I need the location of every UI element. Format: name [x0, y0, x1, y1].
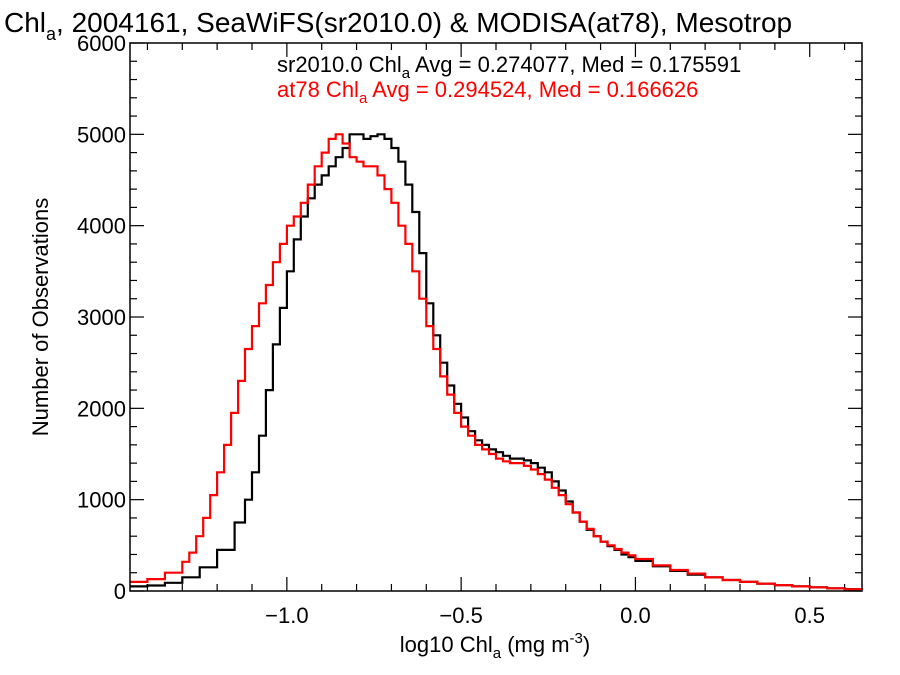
y-tick-label: 2000: [77, 396, 126, 421]
x-tick-label: 0.5: [794, 603, 825, 628]
legend-entry-sr2010: sr2010.0 Chla Avg = 0.274077, Med = 0.17…: [277, 52, 741, 82]
chart-title: Chla, 2004161, SeaWiFS(sr2010.0) & MODIS…: [4, 7, 792, 44]
y-tick-label: 6000: [77, 31, 126, 56]
axis-ticks: 0 1000 2000 3000 4000 5000 6000 −1.0 −0.5 0.0 0.5: [77, 31, 862, 628]
y-tick-label: 5000: [77, 122, 126, 147]
legend-entry-at78: at78 Chla Avg = 0.294524, Med = 0.166626: [277, 77, 698, 107]
y-tick-label: 1000: [77, 488, 126, 513]
y-tick-label: 4000: [77, 214, 126, 239]
plot-frame: [129, 42, 863, 592]
y-axis-label: Number of Observations: [28, 198, 53, 436]
x-tick-label: 0.0: [620, 603, 651, 628]
x-axis-label: log10 Chla (mg m-3): [400, 630, 590, 662]
x-tick-label: −0.5: [439, 603, 482, 628]
series-layer: [130, 133, 864, 591]
y-tick-label: 0: [114, 579, 126, 604]
series-line-at78: [130, 133, 864, 591]
y-tick-label: 3000: [77, 305, 126, 330]
x-tick-label: −1.0: [265, 603, 308, 628]
